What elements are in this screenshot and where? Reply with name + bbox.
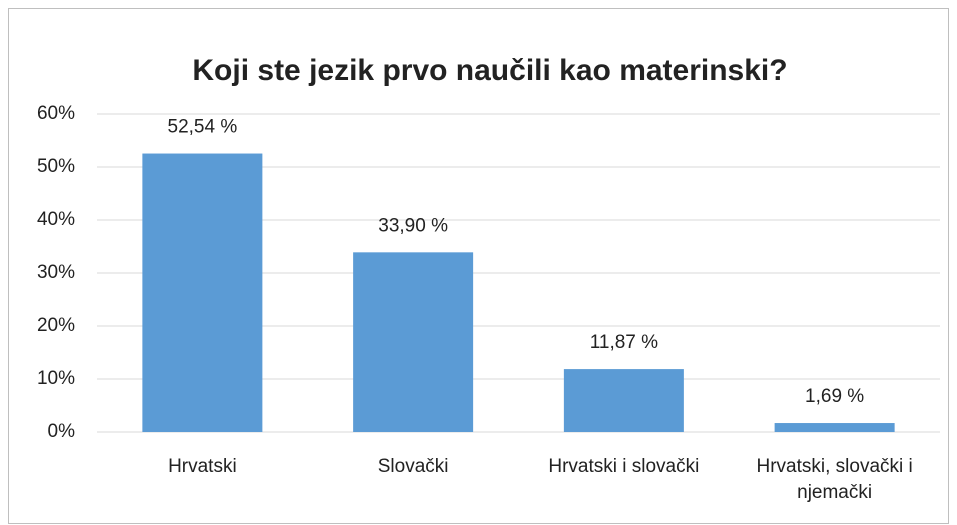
y-tick-label: 50% bbox=[37, 156, 75, 177]
data-label: 52,54 % bbox=[168, 117, 238, 138]
y-tick-label: 30% bbox=[37, 262, 75, 283]
data-label: 1,69 % bbox=[805, 386, 864, 407]
chart-title: Koji ste jezik prvo naučili kao materins… bbox=[192, 54, 787, 87]
x-tick-label: Slovački bbox=[377, 456, 449, 477]
data-label: 33,90 % bbox=[378, 215, 448, 236]
y-tick-label: 20% bbox=[37, 315, 75, 336]
x-tick-label: Hrvatski bbox=[168, 456, 237, 477]
bar bbox=[142, 153, 263, 432]
bar bbox=[353, 252, 474, 432]
y-tick-label: 40% bbox=[37, 209, 75, 230]
bar bbox=[774, 423, 895, 432]
x-tick-label: Hrvatski i slovački bbox=[548, 456, 700, 477]
data-label: 11,87 % bbox=[590, 332, 658, 353]
bar bbox=[563, 369, 684, 432]
y-tick-label: 0% bbox=[48, 421, 76, 442]
x-tick-label: Hrvatski, slovački i njemački bbox=[756, 456, 913, 503]
y-tick-label: 10% bbox=[37, 368, 75, 389]
y-tick-label: 60% bbox=[37, 103, 75, 124]
